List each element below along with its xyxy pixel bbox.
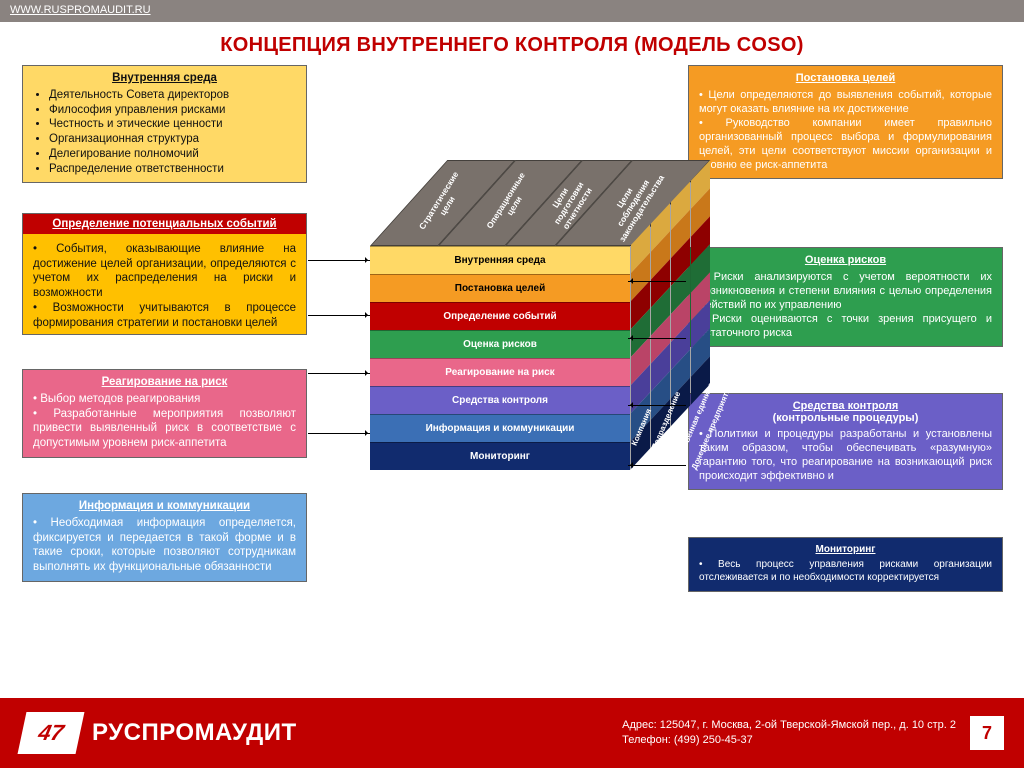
box-title: Реагирование на риск	[33, 376, 296, 388]
page-number: 7	[970, 716, 1004, 750]
connector	[308, 260, 370, 261]
paragraph: • Весь процесс управления рисками органи…	[699, 559, 992, 585]
box-subtitle: (контрольные процедуры)	[699, 412, 992, 424]
box-title: Средства контроля	[699, 400, 992, 412]
paragraph: • Риски анализируются с учетом вероятнос…	[699, 270, 992, 312]
box-risk-response: Реагирование на риск • Выбор методов реа…	[22, 369, 307, 458]
paragraph: • Руководство компании имеет правильно о…	[699, 116, 992, 172]
box-risk-assessment: Оценка рисков • Риски анализируются с уч…	[688, 247, 1003, 347]
company-name: РУСПРОМАУДИТ	[92, 719, 297, 747]
paragraph: • Необходимая информация определяется, ф…	[33, 516, 296, 575]
box-list: Деятельность Совета директоровФилософия …	[33, 88, 296, 176]
box-events-identification: Определение потенциальных событий • Собы…	[22, 213, 307, 335]
logo: 47	[18, 712, 85, 754]
cube-row: Постановка целей	[370, 274, 630, 302]
box-title: Определение потенциальных событий	[23, 214, 306, 234]
list-item: Делегирование полномочий	[49, 147, 296, 162]
box-title: Мониторинг	[699, 544, 992, 555]
top-url-bar[interactable]: WWW.RUSPROMAUDIT.RU	[0, 0, 1024, 22]
list-item: Философия управления рисками	[49, 103, 296, 118]
footer: 47 РУСПРОМАУДИТ Адрес: 125047, г. Москва…	[0, 698, 1024, 768]
diagram-canvas: Внутренняя среда Деятельность Совета дир…	[0, 65, 1024, 715]
footer-address: Адрес: 125047, г. Москва, 2-ой Тверской-…	[622, 718, 970, 748]
phone-line: Телефон: (499) 250-45-37	[622, 733, 956, 748]
cube-side-labels: КомпанияПодразделениеХозяйственная едини…	[636, 240, 722, 470]
box-title: Информация и коммуникации	[33, 500, 296, 512]
connector	[628, 338, 686, 339]
cube-row: Определение событий	[370, 302, 630, 330]
connector	[308, 315, 370, 316]
cube-row: Оценка рисков	[370, 330, 630, 358]
list-item: Распределение ответственности	[49, 162, 296, 177]
connector	[308, 373, 370, 374]
page-title: КОНЦЕПЦИЯ ВНУТРЕННЕГО КОНТРОЛЯ (МОДЕЛЬ C…	[0, 34, 1024, 57]
coso-cube: СтратегическиецелиОперационныецелиЦелипо…	[370, 160, 635, 505]
paragraph: • События, оказывающие влияние на достиж…	[33, 242, 296, 301]
list-item: Организационная структура	[49, 132, 296, 147]
box-objective-setting: Постановка целей • Цели определяются до …	[688, 65, 1003, 179]
cube-front-face: Внутренняя средаПостановка целейОпределе…	[370, 246, 630, 470]
paragraph: • Выбор методов реагирования	[33, 392, 296, 407]
address-line: Адрес: 125047, г. Москва, 2-ой Тверской-…	[622, 718, 956, 733]
cube-side-label: Подразделение	[650, 390, 683, 451]
box-information: Информация и коммуникации • Необходимая …	[22, 493, 307, 582]
box-title: Постановка целей	[699, 72, 992, 84]
list-item: Деятельность Совета директоров	[49, 88, 296, 103]
cube-row: Средства контроля	[370, 386, 630, 414]
box-title: Оценка рисков	[699, 254, 992, 266]
connector	[308, 433, 370, 434]
paragraph: • Возможности учитываются в процессе фор…	[33, 301, 296, 330]
list-item: Честность и этические ценности	[49, 117, 296, 132]
cube-row: Реагирование на риск	[370, 358, 630, 386]
cube-row: Информация и коммуникации	[370, 414, 630, 442]
paragraph: • Риски оцениваются с точки зрения прису…	[699, 312, 992, 340]
paragraph: • Политики и процедуры разработаны и уст…	[699, 427, 992, 483]
box-title: Внутренняя среда	[33, 72, 296, 84]
box-control-activities: Средства контроля (контрольные процедуры…	[688, 393, 1003, 490]
connector	[628, 465, 686, 466]
paragraph: • Разработанные мероприятия позволяют пр…	[33, 407, 296, 451]
paragraph: • Цели определяются до выявления событий…	[699, 88, 992, 116]
connector	[628, 281, 686, 282]
cube-row: Мониторинг	[370, 442, 630, 470]
cube-row: Внутренняя среда	[370, 246, 630, 274]
box-internal-environment: Внутренняя среда Деятельность Совета дир…	[22, 65, 307, 183]
box-monitoring: Мониторинг • Весь процесс управления рис…	[688, 537, 1003, 592]
connector	[628, 405, 686, 406]
